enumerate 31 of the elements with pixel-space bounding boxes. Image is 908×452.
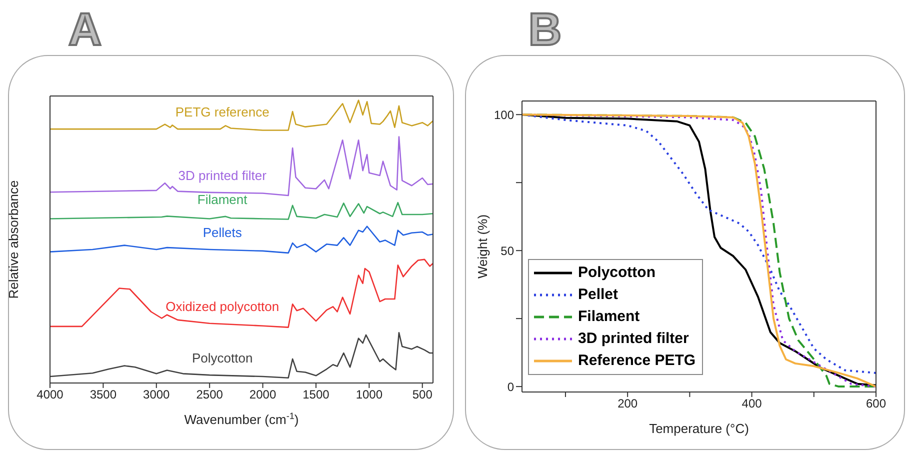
chart-title: B	[527, 2, 563, 56]
x-tick-label: 4000	[36, 388, 64, 402]
series-label: Pellets	[202, 225, 242, 240]
y-axis-title: Weight (%)	[475, 214, 490, 279]
legend-label: Polycotton	[578, 263, 656, 283]
legend-label: Filament	[578, 307, 640, 327]
series-label: Polycotton	[192, 350, 253, 366]
x-tick-label: 2000	[249, 388, 276, 402]
y-axis-title: Relative absorbance	[6, 180, 21, 299]
y-tick-label: 100	[494, 108, 514, 122]
series-label: 3D printed filter	[178, 168, 268, 184]
legend-label: Reference PETG	[578, 351, 696, 371]
series-label: Filament	[197, 192, 248, 208]
y-tick-label: 50	[500, 244, 514, 258]
series-label: Oxidized polycotton	[166, 298, 280, 314]
y-tick-label: 0	[507, 380, 514, 394]
x-tick-label: 1000	[356, 388, 383, 402]
x-tick-label: 200	[618, 396, 638, 411]
x-tick-label: 600	[866, 396, 886, 411]
x-tick-label: 3500	[90, 388, 117, 402]
chart-title: A	[67, 2, 103, 56]
x-tick-label: 500	[412, 388, 433, 402]
x-tick-label: 1500	[302, 388, 330, 402]
x-tick-label: 400	[742, 396, 762, 411]
series-label: PETG reference	[175, 104, 270, 120]
x-axis-title: Wavenumber (cm$^{-1}$)	[184, 411, 299, 427]
x-tick-label: 3000	[143, 388, 170, 402]
legend-label: 3D printed filter	[578, 329, 689, 349]
x-axis-title: Temperature (°C)	[649, 421, 749, 436]
legend-label: Pellet	[578, 285, 618, 305]
x-tick-label: 2500	[196, 388, 224, 402]
